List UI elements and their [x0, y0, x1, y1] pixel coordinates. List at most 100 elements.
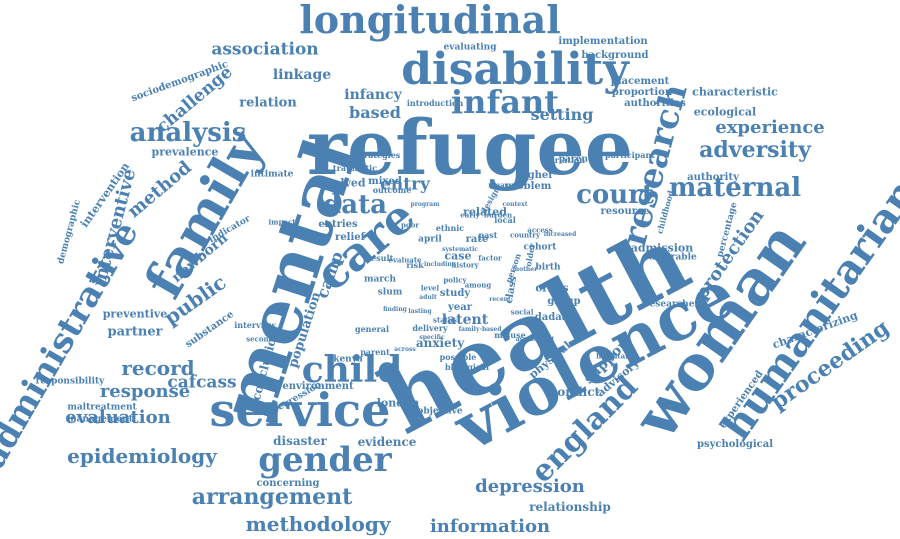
word-april: april: [418, 234, 442, 245]
word-social: social: [510, 307, 534, 317]
word-among: among: [464, 280, 492, 290]
word-background: background: [581, 50, 649, 61]
word-refugee: refugee: [306, 103, 634, 192]
word-relation: relation: [239, 95, 297, 111]
word-child: child: [301, 349, 403, 391]
word-authority: authority: [687, 172, 739, 183]
word-evaluation: evaluation: [65, 407, 171, 428]
word-early: early: [460, 210, 480, 220]
word-cohort: cohort: [523, 242, 557, 253]
word-increased: increased: [543, 231, 577, 238]
word-psychological: psychological: [696, 439, 774, 450]
word-march: march: [363, 274, 397, 285]
word-response: response: [99, 381, 191, 402]
word-dadaab: dadaab: [534, 312, 576, 323]
word-infancy: infancy: [344, 87, 402, 103]
word-demographic: demographic: [56, 198, 83, 266]
word-setting: setting: [530, 105, 594, 124]
word-researcher: researcher: [644, 299, 700, 310]
word-burden: burden: [483, 210, 513, 220]
word-biological: biological: [444, 362, 490, 372]
word-factor: factor: [478, 253, 502, 263]
word-conflict: conflict: [549, 385, 601, 399]
word-administrative: administrative: [0, 214, 147, 476]
word-related: related: [463, 205, 507, 219]
word-entries: entries: [318, 219, 358, 230]
word-including: including: [424, 261, 456, 268]
word-relationship: relationship: [529, 500, 611, 514]
word-group: group: [547, 296, 581, 307]
word-slum: slum: [377, 287, 403, 298]
word-history: history: [451, 260, 479, 270]
word-policy: policy: [443, 275, 467, 285]
word-strategies: strategies: [355, 150, 401, 160]
word-rate: rate: [465, 234, 489, 245]
word-misuse: misuse: [494, 330, 526, 340]
word-experience: experience: [715, 117, 825, 138]
word-participant: participant: [605, 150, 655, 160]
word-poor: poor: [401, 220, 419, 230]
word-country: country: [509, 230, 541, 240]
word-maternal: maternal: [668, 173, 802, 203]
word-data: data: [323, 190, 387, 220]
word-kenya: kenya: [333, 354, 363, 365]
word-partner: partner: [107, 324, 163, 340]
word-year: year: [448, 302, 472, 313]
word-family-based: family-based: [458, 326, 502, 333]
word-birth: birth: [535, 262, 561, 273]
word-disaster: disaster: [273, 434, 327, 448]
word-relief: relief: [335, 232, 365, 243]
word-context: context: [502, 201, 528, 208]
word-anxiety: anxiety: [415, 336, 465, 350]
word-disability: disability: [401, 44, 629, 95]
word-level: level: [420, 283, 440, 293]
word-study: study: [439, 288, 471, 299]
word-placement: placement: [610, 76, 670, 87]
word-depression: depression: [475, 476, 585, 497]
word-older: older: [523, 242, 537, 268]
word-record: record: [121, 356, 195, 380]
word-higher: higher: [516, 170, 554, 181]
word-general: general: [354, 324, 390, 334]
word-preventive: preventive: [102, 307, 168, 321]
word-maltreatment: maltreatment: [67, 402, 137, 413]
word-outcome: outcome: [372, 185, 412, 195]
word-variation: variation: [544, 155, 586, 165]
word-measure: measure: [488, 180, 522, 190]
word-parental: parental: [558, 154, 602, 165]
word-parent: parent: [360, 347, 390, 357]
word-implementation: implementation: [558, 36, 648, 47]
word-evaluate: evaluate: [388, 255, 422, 265]
word-finding: finding: [383, 306, 407, 313]
word-possible: possible: [439, 352, 477, 362]
word-management: management: [67, 414, 133, 425]
word-based: based: [349, 103, 401, 122]
word-traumatic: traumatic: [332, 163, 378, 173]
word-objective: objective: [417, 406, 463, 417]
word-authorities: authorities: [624, 98, 686, 109]
word-linkage: linkage: [272, 67, 332, 83]
word-concerning: concerning: [256, 478, 320, 489]
word-latent: latent: [441, 312, 489, 328]
word-longitudinal: longitudinal: [299, 0, 561, 42]
word-past: past: [478, 230, 498, 240]
word-association: association: [211, 39, 319, 60]
word-methodology: methodology: [245, 512, 391, 536]
word-ecological: ecological: [693, 105, 757, 119]
word-recent: recent: [489, 296, 511, 303]
word-problem: problem: [504, 181, 552, 192]
word-court: court: [576, 180, 654, 210]
word-analysis: analysis: [129, 118, 247, 148]
word-mother: mother: [512, 266, 538, 273]
word-lasting: lasting: [408, 308, 432, 315]
word-program: program: [410, 201, 440, 208]
word-adversity: adversity: [699, 137, 811, 163]
word-case: case: [444, 249, 472, 263]
word-specific: specific: [419, 334, 445, 341]
word-resource: resource: [600, 206, 650, 217]
word-infant: infant: [451, 83, 559, 121]
word-cafcass: cafcass: [167, 372, 237, 393]
word-evaluating: evaluating: [443, 42, 497, 53]
word-mixed: mixed: [368, 176, 402, 187]
word-adult: adult: [419, 294, 437, 301]
